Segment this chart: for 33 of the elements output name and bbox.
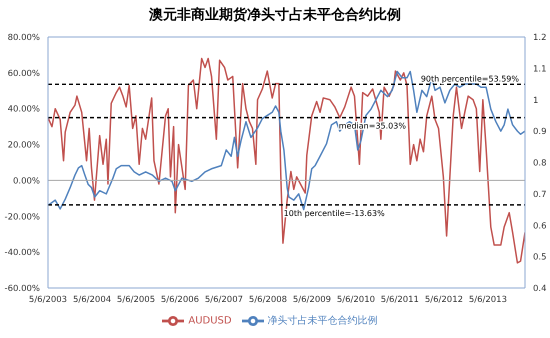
y-tick-label: -40.00%: [4, 248, 40, 258]
line-series: [48, 58, 525, 264]
y2-tick-label: 0.9: [533, 127, 547, 138]
x-tick-label: 5/6/2011: [380, 295, 419, 306]
y2-tick-label: 1.2: [533, 33, 547, 44]
y-tick-label: -60.00%: [4, 284, 40, 294]
x-tick-label: 5/6/2013: [468, 295, 508, 306]
y2-tick-label: 1: [533, 96, 538, 106]
y2-tick-label: 0.7: [533, 190, 547, 200]
y2-tick-label: 0.4: [533, 284, 547, 294]
y2-tick-label: 1.1: [533, 64, 547, 74]
legend-label: AUDUSD: [188, 316, 232, 327]
y-tick-label: 60.00%: [8, 68, 40, 79]
x-tick-label: 5/6/2007: [204, 295, 244, 306]
x-tick-label: 5/6/2008: [248, 295, 288, 306]
legend-label: 净头寸占未平仓合约比例: [268, 316, 378, 327]
x-tick-label: 5/6/2004: [72, 295, 112, 306]
y-tick-label: -20.00%: [4, 212, 40, 222]
y2-tick-label: 0.6: [533, 221, 547, 232]
x-tick-label: 5/6/2010: [336, 295, 376, 306]
y-tick-label: 40.00%: [8, 104, 40, 115]
x-tick-label: 5/6/2003: [28, 295, 68, 306]
y-tick-label: 80.00%: [8, 33, 40, 44]
y2-tick-label: 0.5: [533, 252, 547, 263]
y2-tick-label: 0.8: [533, 158, 547, 169]
x-tick-label: 5/6/2006: [160, 295, 200, 306]
x-tick-label: 5/6/2012: [424, 295, 464, 306]
y-tick-label: 0.00%: [12, 176, 40, 186]
chart-title: 澳元非商业期货净头寸占未平仓合约比例: [148, 6, 402, 25]
x-tick-label: 5/6/2005: [116, 295, 156, 306]
y-tick-label: 20.00%: [8, 140, 40, 151]
line-series: [48, 70, 525, 210]
x-tick-label: 5/6/2009: [292, 295, 332, 306]
